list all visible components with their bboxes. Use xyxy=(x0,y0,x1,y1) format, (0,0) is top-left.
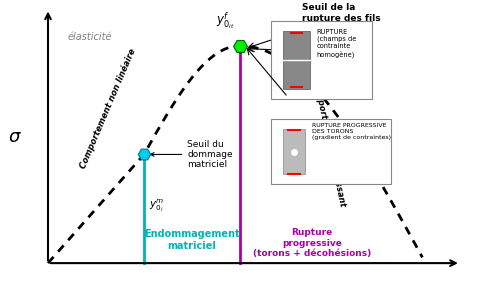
Text: Rupture
progressive
(torons + décohésions): Rupture progressive (torons + décohésion… xyxy=(253,228,371,258)
Text: Seuil de la
rupture des fils: Seuil de la rupture des fils xyxy=(302,3,381,23)
Text: σ: σ xyxy=(9,128,20,146)
Bar xyxy=(283,31,310,89)
Text: Comportement non linéaire: Comportement non linéaire xyxy=(78,47,138,170)
Text: RUPTURE PROGRESSIVE
DES TORONS
(gradient de contraintes): RUPTURE PROGRESSIVE DES TORONS (gradient… xyxy=(312,123,391,140)
FancyBboxPatch shape xyxy=(271,21,372,99)
Text: élasticité: élasticité xyxy=(67,32,112,42)
Text: Endommagement
matriciel: Endommagement matriciel xyxy=(144,229,240,251)
Text: Comportement adoucissant: Comportement adoucissant xyxy=(311,78,347,208)
Text: $y^m_{0_i}$: $y^m_{0_i}$ xyxy=(149,197,164,214)
Text: Seuil du
dommage
matriciel: Seuil du dommage matriciel xyxy=(150,140,233,169)
Bar xyxy=(283,129,305,174)
Text: $y^f_{0_{it}}$: $y^f_{0_{it}}$ xyxy=(216,11,235,31)
Text: RUPTURE
(champs de
contrainte
homogène): RUPTURE (champs de contrainte homogène) xyxy=(317,29,356,58)
FancyBboxPatch shape xyxy=(271,119,391,184)
